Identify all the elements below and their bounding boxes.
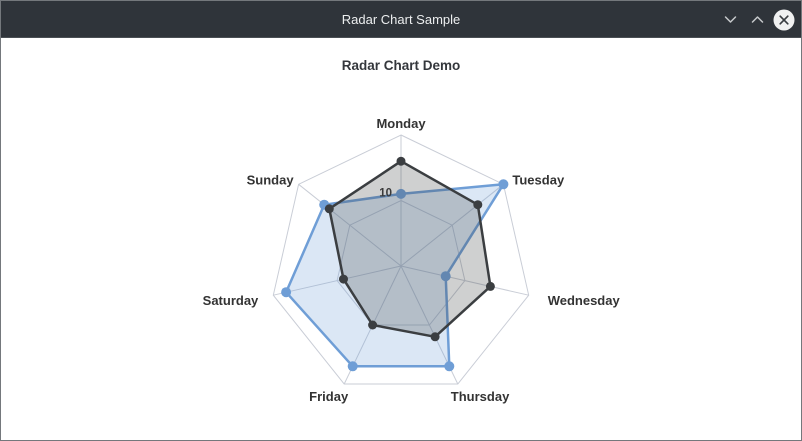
- maximize-button[interactable]: [745, 8, 769, 32]
- window-controls: [718, 1, 796, 38]
- data-point-dark-tuesday[interactable]: [473, 200, 483, 210]
- axis-label-sunday: Sunday: [247, 172, 295, 187]
- window-title: Radar Chart Sample: [341, 12, 461, 27]
- axis-spoke-sunday: [298, 183, 402, 267]
- grid-ring-10: [336, 199, 466, 326]
- axis-spoke-wednesday: [400, 265, 529, 296]
- data-point-blue-wednesday[interactable]: [440, 271, 451, 282]
- data-point-blue-thursday[interactable]: [444, 361, 455, 372]
- grid-ring-20: [272, 134, 530, 385]
- axis-spoke-saturday: [273, 265, 402, 296]
- close-icon: [773, 9, 795, 30]
- data-point-dark-monday[interactable]: [396, 156, 406, 166]
- data-point-blue-monday[interactable]: [396, 188, 406, 199]
- radar-chart: Monday Tuesday Wednesday Thursday Friday Satu…: [203, 116, 621, 404]
- data-point-dark-thursday[interactable]: [430, 332, 440, 342]
- chevron-up-icon: [751, 16, 763, 23]
- close-button[interactable]: [772, 8, 796, 32]
- data-point-blue-friday[interactable]: [347, 361, 358, 372]
- axis-label-saturday: Saturday: [203, 293, 259, 308]
- data-point-dark-wednesday[interactable]: [485, 281, 495, 291]
- axis-label-monday: Monday: [376, 116, 426, 131]
- chart-area: Radar Chart Demo Monday Tuesday Wednesday T…: [1, 38, 801, 440]
- axis-label-thursday: Thursday: [451, 389, 510, 404]
- minimize-button[interactable]: [718, 8, 742, 32]
- series-blue-area: [284, 183, 505, 368]
- data-point-blue-saturday[interactable]: [281, 287, 292, 298]
- axis-spoke-tuesday: [400, 183, 504, 267]
- ring-tick-label-10: 10: [379, 188, 392, 200]
- window-titlebar[interactable]: Radar Chart Sample: [1, 1, 801, 38]
- axis-label-friday: Friday: [309, 389, 349, 404]
- chart-title: Radar Chart Demo: [341, 58, 461, 73]
- data-point-dark-saturday[interactable]: [339, 274, 348, 284]
- chevron-down-icon: [724, 16, 736, 23]
- axis-label-wednesday: Wednesday: [548, 293, 621, 308]
- axis-label-tuesday: Tuesday: [512, 172, 565, 187]
- series-dark-area: [328, 159, 492, 339]
- data-point-blue-tuesday[interactable]: [498, 179, 509, 190]
- data-point-dark-sunday[interactable]: [324, 204, 334, 214]
- data-point-dark-friday[interactable]: [368, 320, 378, 330]
